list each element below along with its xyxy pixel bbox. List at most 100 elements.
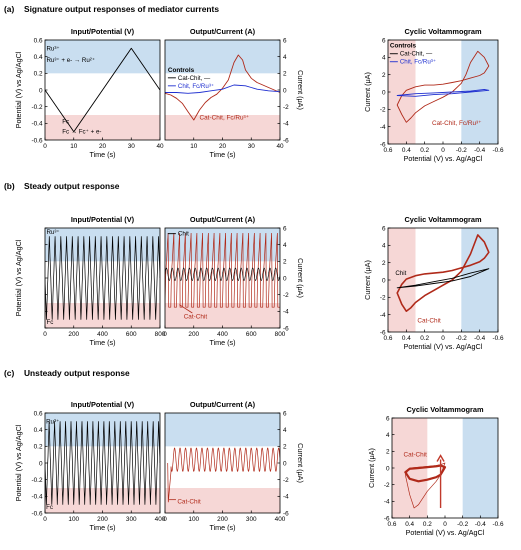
- x-tick-label: 300: [246, 516, 257, 523]
- section-c-title: Unsteady output response: [24, 368, 130, 378]
- legend-entry: Chit, Fc/Ru³⁺: [178, 83, 214, 90]
- chart-title: Cyclic Voltammogram: [404, 215, 482, 224]
- x-tick-label: 600: [126, 331, 137, 338]
- plot-area: [396, 50, 490, 123]
- y-tick-label: -4: [380, 312, 386, 319]
- y-tick-label: -2: [380, 107, 386, 114]
- wave-line-red: [165, 232, 280, 308]
- section-c-label: (c): [4, 368, 14, 378]
- x-tick-label: 0: [443, 521, 447, 528]
- plot-area: [167, 447, 280, 503]
- band-red: [388, 40, 416, 144]
- band-blue: [45, 228, 160, 262]
- x-tick-label: 200: [217, 516, 228, 523]
- y-tick-label: -6: [283, 325, 289, 332]
- x-tick-label: -0.6: [492, 521, 503, 528]
- band-blue: [45, 413, 160, 447]
- annotation-text: Chit: [395, 270, 406, 277]
- legend-entry: Chit: [178, 231, 189, 238]
- y-axis-label: Potential (V) vs Ag/AgCl: [14, 424, 23, 501]
- y-tick-label: 0: [283, 275, 287, 282]
- x-tick-label: 600: [246, 331, 257, 338]
- x-tick-label: 0.2: [423, 521, 432, 528]
- legend-title: Controls: [168, 67, 195, 74]
- legend-entry: Chit, Fc/Ru³⁺: [400, 59, 436, 66]
- x-axis-label: Time (s): [209, 523, 235, 532]
- y-tick-label: 4: [283, 427, 287, 434]
- section-a-header: (a) Signature output responses of mediat…: [4, 4, 219, 14]
- band-blue: [165, 413, 280, 447]
- x-tick-label: 40: [276, 143, 284, 150]
- chart-b3: Cyclic Voltammogram 0.6 0.4 0.2 0 -0.2 -0.4 -0.…: [363, 215, 504, 351]
- x-tick-label: 200: [97, 516, 108, 523]
- y-tick-label: 6: [382, 225, 386, 232]
- y-axis-label: Current (μA): [363, 260, 372, 300]
- x-tick-label: -0.2: [456, 335, 467, 342]
- chart-c1: Input/Potential (V) 0 100 200 300 400 Time (s)…: [14, 400, 166, 532]
- x-tick-label: 10: [70, 143, 78, 150]
- x-tick-label: 0: [163, 516, 167, 523]
- y-tick-label: 2: [283, 444, 287, 451]
- x-tick-label: 0.6: [388, 521, 397, 528]
- y-tick-label: -0.4: [31, 494, 42, 501]
- y-tick-label: -2: [283, 104, 289, 111]
- x-tick-label: 100: [188, 516, 199, 523]
- y-tick-label: -0.2: [31, 477, 42, 484]
- y-tick-label: 4: [283, 242, 287, 249]
- x-tick-label: 30: [128, 143, 136, 150]
- plot-area: [404, 462, 447, 509]
- x-axis-label: Time (s): [89, 150, 115, 159]
- plot-area: [165, 54, 280, 121]
- plot-area: [165, 232, 280, 308]
- series-line-red: [396, 50, 490, 123]
- x-tick-label: -0.4: [474, 335, 485, 342]
- chart-title: Cyclic Voltammogram: [406, 405, 484, 414]
- x-tick-label: 200: [68, 331, 79, 338]
- plot-area: [45, 421, 160, 505]
- annotation-text: Ru³⁺: [46, 45, 59, 52]
- x-tick-label: 20: [219, 143, 227, 150]
- band-red: [45, 115, 160, 140]
- y-axis-label-right: Current (μA): [296, 258, 305, 298]
- x-axis-label: Time (s): [209, 338, 235, 347]
- chart-b2: Output/Current (A) 0 200 400 600 800 Time (s) -…: [163, 215, 305, 347]
- series-line-red: [404, 462, 446, 509]
- chart-title: Output/Current (A): [190, 400, 256, 409]
- y-axis-label-right: Current (μA): [296, 70, 305, 110]
- band-blue: [45, 40, 160, 74]
- chart-c3: Cyclic Voltammogram 0.6 0.4 0.2 0 -0.2 -0.4 -0.…: [367, 405, 504, 537]
- y-tick-label: -6: [380, 141, 386, 148]
- wave-line-red: [167, 447, 280, 503]
- band-blue: [462, 418, 498, 518]
- x-tick-label: 400: [97, 331, 108, 338]
- x-tick-label: 0.6: [384, 335, 393, 342]
- section-b-header: (b) Steady output response: [4, 181, 120, 191]
- y-tick-label: -6: [283, 510, 289, 517]
- y-tick-label: -0.6: [31, 510, 42, 517]
- chart-title: Cyclic Voltammogram: [404, 27, 482, 36]
- section-a-label: (a): [4, 4, 14, 14]
- y-tick-label: -4: [384, 499, 390, 506]
- y-tick-label: 0.6: [34, 410, 43, 417]
- y-axis-label: Current (μA): [367, 448, 376, 488]
- y-tick-label: 0: [386, 465, 390, 472]
- annotation-text: Fc: [46, 504, 53, 511]
- band-red: [165, 115, 280, 140]
- y-tick-label: 6: [382, 37, 386, 44]
- band-blue: [461, 228, 498, 332]
- x-tick-label: 400: [155, 516, 166, 523]
- series-line-black: [45, 47, 160, 133]
- y-tick-label: -6: [384, 515, 390, 522]
- x-tick-label: 300: [126, 516, 137, 523]
- series-line-blue: [396, 88, 490, 97]
- y-tick-label: 0.2: [34, 444, 43, 451]
- y-tick-label: 0: [382, 89, 386, 96]
- series-line-red: [165, 54, 280, 121]
- y-tick-label: 0.4: [34, 427, 43, 434]
- x-tick-label: 0: [43, 516, 47, 523]
- annotation-text: Ru³⁺ + e- → Ru²⁺: [46, 57, 95, 64]
- y-tick-label: -4: [283, 494, 289, 501]
